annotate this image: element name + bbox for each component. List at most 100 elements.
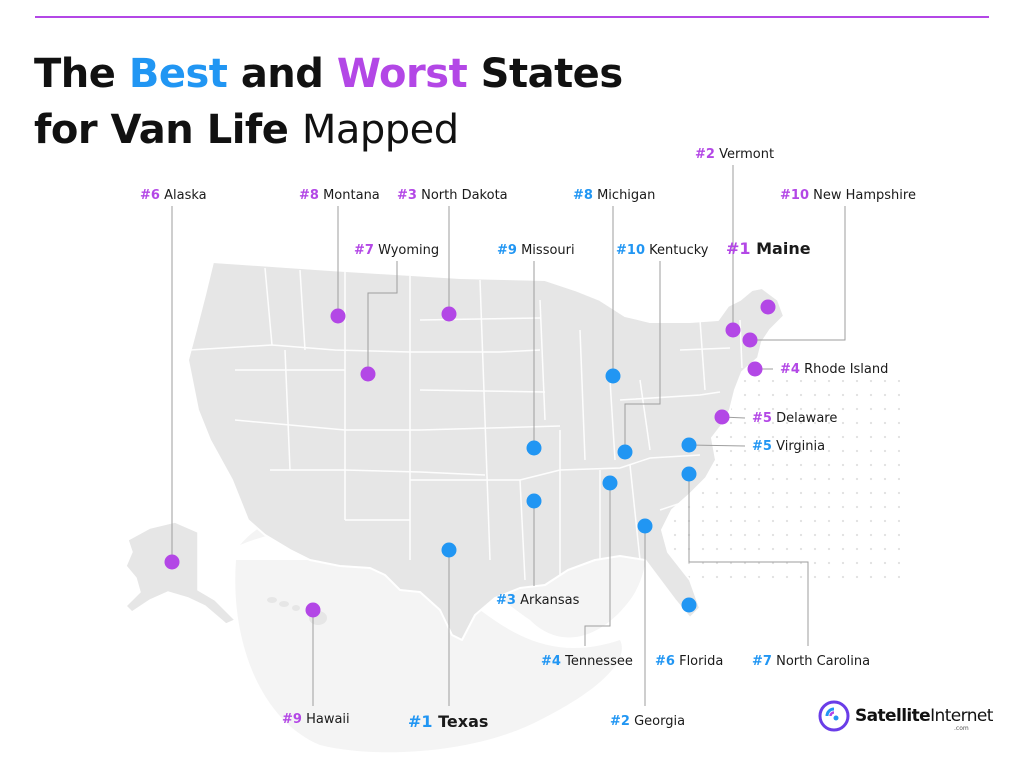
title-line-2: for Van Life Mapped [34, 102, 623, 158]
marker-wyoming [360, 366, 376, 382]
marker-north-dakota [441, 306, 457, 322]
state-name-florida: Florida [679, 654, 724, 669]
marker-hawaii [305, 602, 321, 618]
state-name-north-dakota: North Dakota [421, 188, 508, 203]
label-tennessee: #4 Tennessee [541, 654, 633, 670]
leader-line-kentucky [624, 261, 661, 452]
rank-virginia: #5 [752, 439, 772, 454]
marker-florida [681, 597, 697, 613]
rank-vermont: #2 [695, 147, 715, 162]
rank-delaware: #5 [752, 411, 772, 426]
marker-tennessee [602, 475, 618, 491]
rank-hawaii: #9 [282, 712, 302, 727]
marker-montana [330, 308, 346, 324]
label-montana: #8 Montana [299, 188, 380, 204]
label-kentucky: #10 Kentucky [616, 243, 708, 259]
marker-delaware [714, 409, 730, 425]
state-name-new-hampshire: New Hampshire [813, 188, 916, 203]
marker-missouri [526, 440, 542, 456]
state-name-georgia: Georgia [634, 714, 686, 729]
state-name-rhode-island: Rhode Island [804, 362, 889, 377]
marker-alaska [164, 554, 180, 570]
rank-wyoming: #7 [354, 243, 374, 258]
label-florida: #6 Florida [655, 654, 723, 670]
marker-kentucky [617, 444, 633, 460]
marker-georgia [637, 518, 653, 534]
marker-virginia [681, 437, 697, 453]
rank-north-carolina: #7 [752, 654, 772, 669]
state-name-hawaii: Hawaii [306, 712, 350, 727]
state-name-missouri: Missouri [521, 243, 575, 258]
state-name-north-carolina: North Carolina [776, 654, 871, 669]
label-texas: #1 Texas [408, 712, 488, 732]
state-name-virginia: Virginia [776, 439, 826, 454]
logo-suffix: .com [954, 725, 969, 732]
page-title: The Best and Worst States for Van Life M… [34, 46, 623, 158]
rank-kentucky: #10 [616, 243, 645, 258]
label-michigan: #8 Michigan [573, 188, 655, 204]
marker-north-carolina [681, 466, 697, 482]
label-north-dakota: #3 North Dakota [397, 188, 508, 204]
state-borders [189, 267, 743, 581]
rank-missouri: #9 [497, 243, 517, 258]
logo-brand-bold: Satellite [855, 706, 931, 726]
state-name-tennessee: Tennessee [565, 654, 633, 669]
state-name-michigan: Michigan [597, 188, 656, 203]
label-new-hampshire: #10 New Hampshire [780, 188, 916, 204]
title-line-1: The Best and Worst States [34, 46, 623, 102]
rank-rhode-island: #4 [780, 362, 800, 377]
marker-texas [441, 542, 457, 558]
state-name-maine: Maine [756, 239, 811, 258]
alaska-outline [124, 521, 237, 625]
label-north-carolina: #7 North Carolina [752, 654, 870, 670]
rank-arkansas: #3 [496, 593, 516, 608]
rank-michigan: #8 [573, 188, 593, 203]
marker-michigan [605, 368, 621, 384]
label-georgia: #2 Georgia [610, 714, 685, 730]
rank-georgia: #2 [610, 714, 630, 729]
label-wyoming: #7 Wyoming [354, 243, 439, 259]
title-line2-thin: Mapped [301, 107, 459, 153]
logo-brand-thin: Internet [930, 706, 993, 726]
title-word-best: Best [128, 51, 228, 97]
label-hawaii: #9 Hawaii [282, 712, 350, 728]
title-word-the: The [34, 51, 116, 97]
satellite-logo-icon [818, 700, 850, 732]
marker-maine [760, 299, 776, 315]
label-alaska: #6 Alaska [140, 188, 207, 204]
rank-new-hampshire: #10 [780, 188, 809, 203]
state-name-alaska: Alaska [164, 188, 207, 203]
title-word-worst: Worst [336, 51, 468, 97]
leader-line-north-carolina [688, 474, 809, 646]
leader-line-tennessee [584, 483, 611, 646]
leader-line-new-hampshire [750, 206, 846, 341]
rank-north-dakota: #3 [397, 188, 417, 203]
rank-montana: #8 [299, 188, 319, 203]
state-name-arkansas: Arkansas [520, 593, 580, 608]
state-markers [164, 299, 776, 618]
top-rule [35, 16, 989, 18]
rank-florida: #6 [655, 654, 675, 669]
marker-rhode-island [747, 361, 763, 377]
state-name-montana: Montana [323, 188, 380, 203]
marker-new-hampshire [742, 332, 758, 348]
logo-wordmark: SatelliteInternet [855, 706, 993, 726]
label-maine: #1 Maine [726, 239, 811, 259]
title-line2-bold: for Van Life [34, 107, 289, 153]
rank-maine: #1 [726, 239, 751, 258]
label-virginia: #5 Virginia [752, 439, 825, 455]
state-name-kentucky: Kentucky [649, 243, 709, 258]
title-word-states: States [480, 51, 623, 97]
state-name-delaware: Delaware [776, 411, 838, 426]
title-word-and: and [240, 51, 324, 97]
label-vermont: #2 Vermont [695, 147, 774, 163]
state-name-vermont: Vermont [719, 147, 775, 162]
leader-line-wyoming [367, 261, 398, 374]
leader-lines [171, 165, 846, 706]
label-delaware: #5 Delaware [752, 411, 837, 427]
rank-texas: #1 [408, 712, 433, 731]
leader-line-virginia [688, 444, 746, 447]
rank-tennessee: #4 [541, 654, 561, 669]
marker-arkansas [526, 493, 542, 509]
